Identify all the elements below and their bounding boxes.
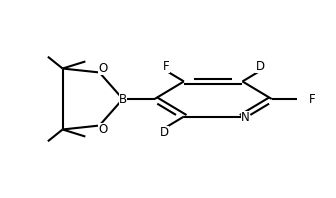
Text: O: O [98, 62, 108, 75]
Text: F: F [308, 92, 315, 106]
Text: F: F [163, 60, 170, 73]
Text: N: N [241, 111, 250, 124]
Text: D: D [160, 126, 169, 139]
Text: D: D [255, 60, 264, 73]
Text: B: B [119, 92, 127, 106]
Text: O: O [98, 123, 108, 136]
